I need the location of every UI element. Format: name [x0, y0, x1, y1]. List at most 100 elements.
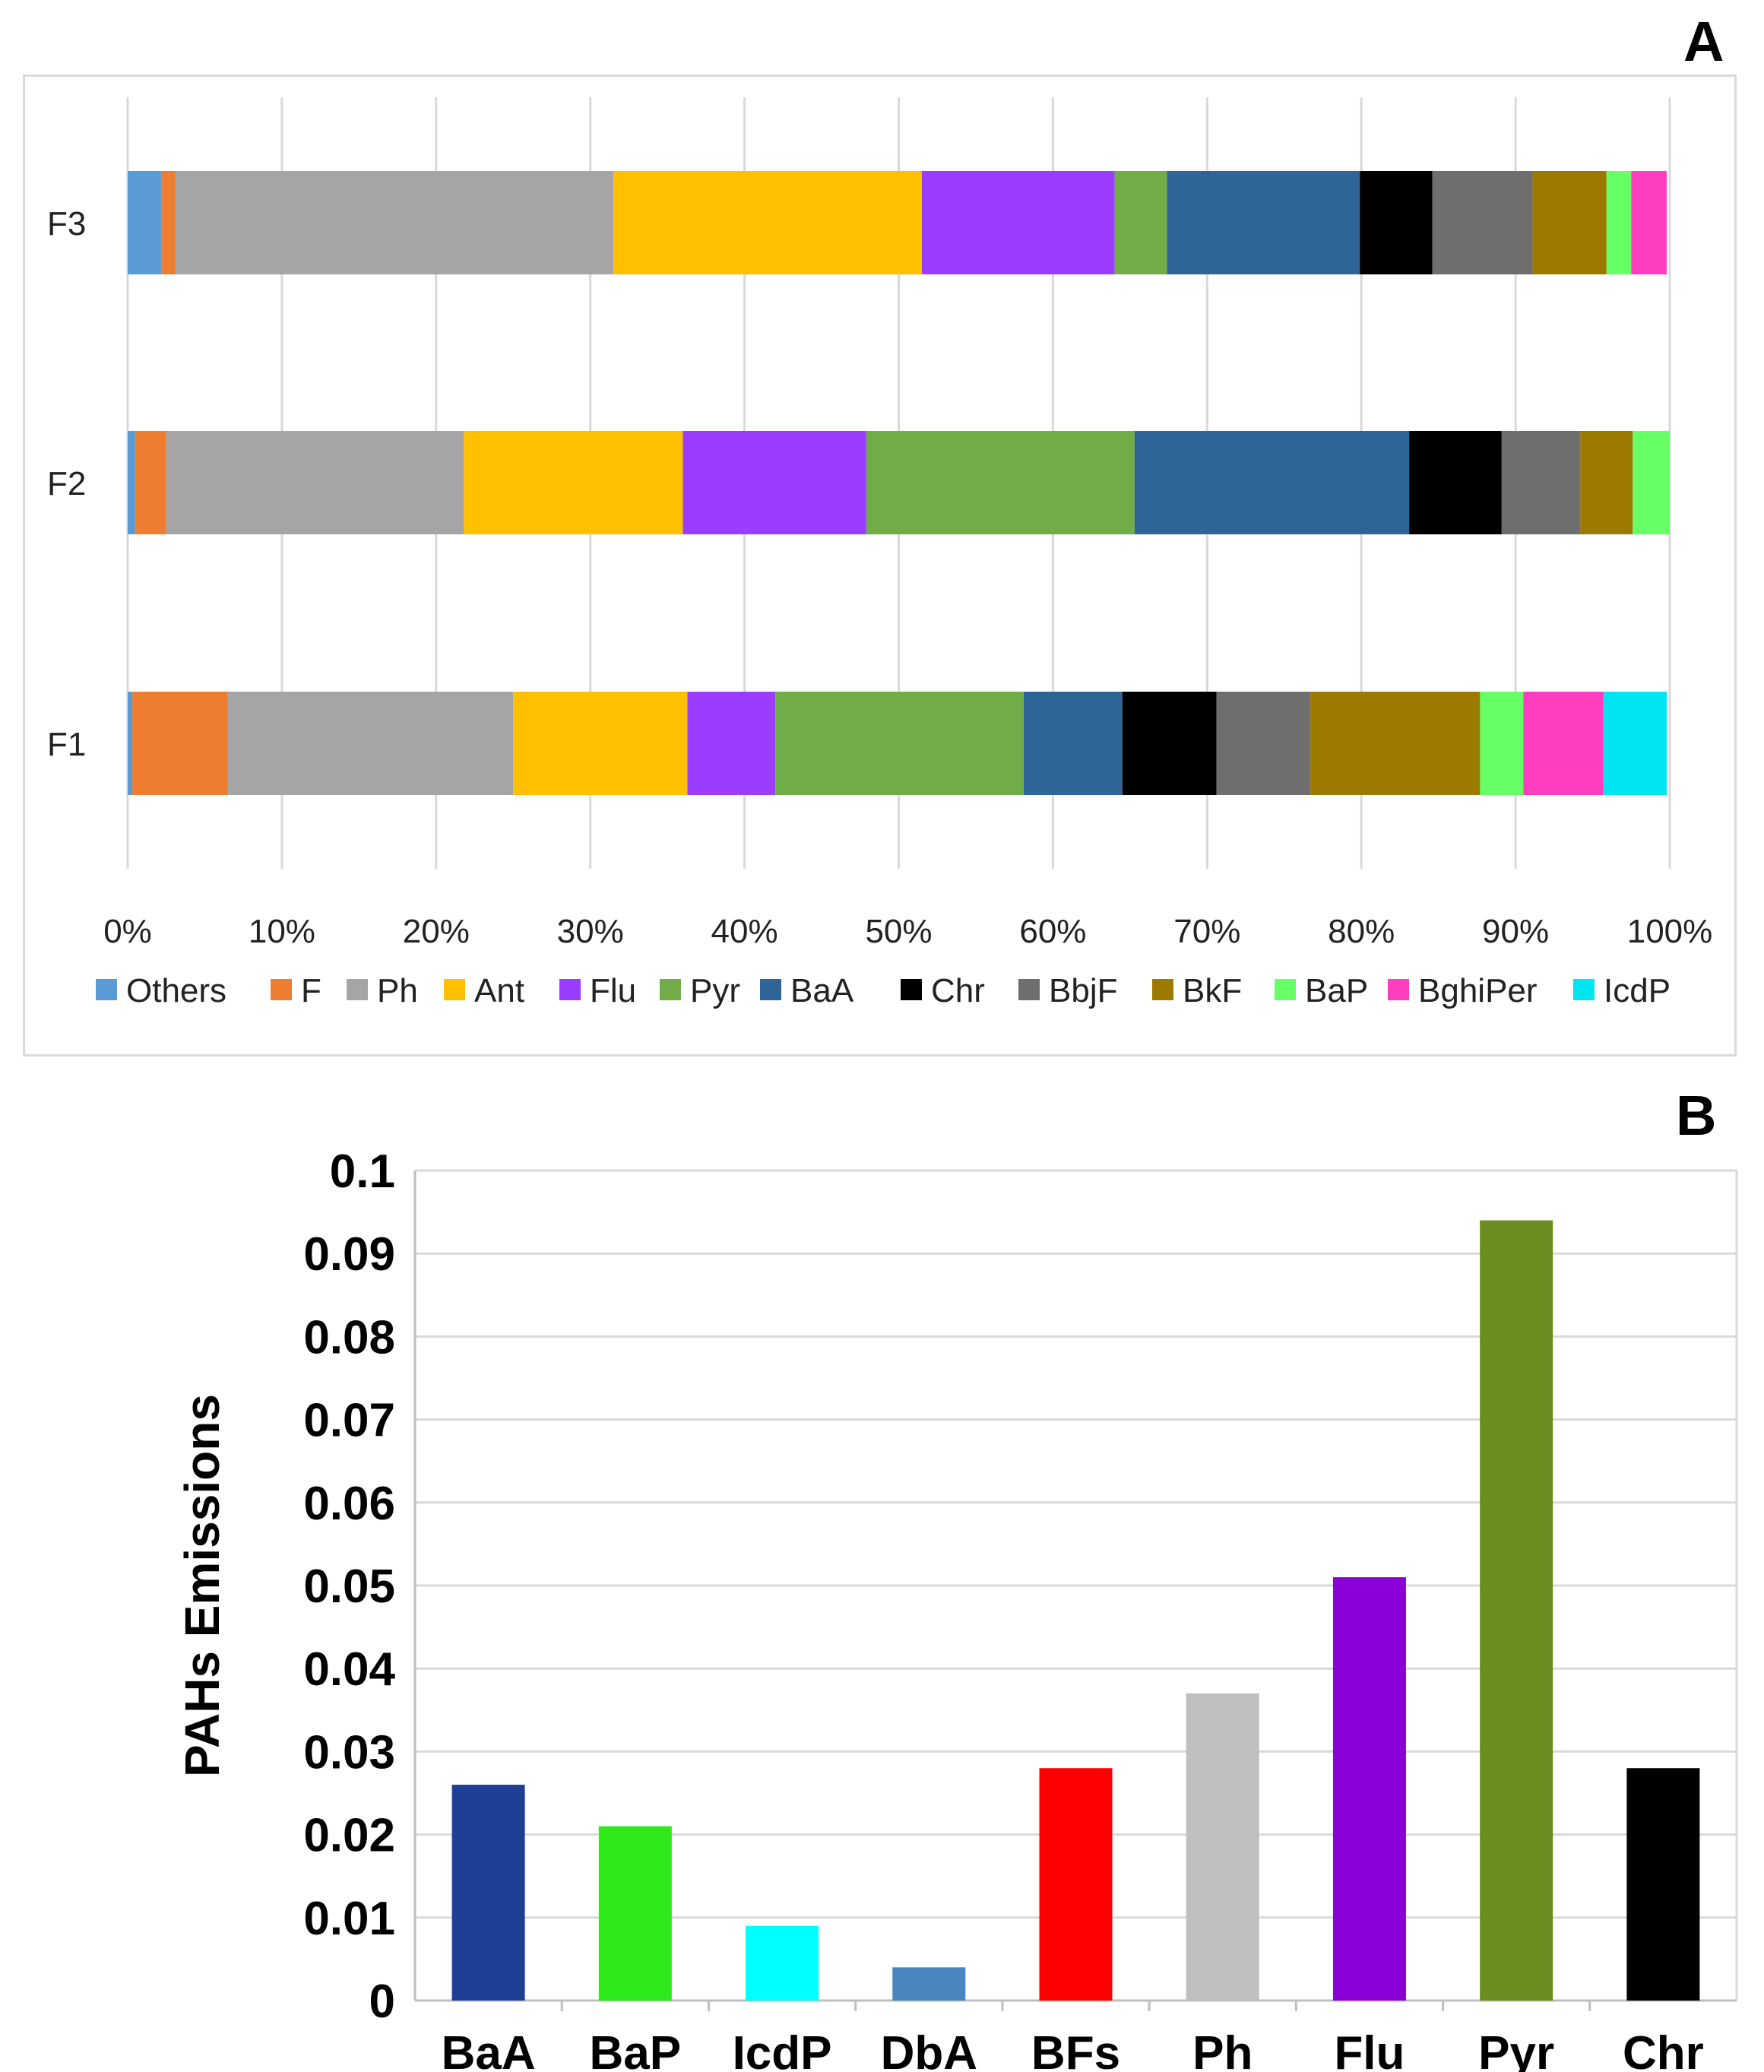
- legend-label: Ph: [377, 972, 418, 1009]
- legend-label: BbjF: [1049, 972, 1117, 1009]
- legend-swatch: [901, 979, 922, 1000]
- legend-label: BaA: [790, 972, 854, 1009]
- bar-bfs: [1039, 1768, 1113, 2001]
- category-label: F1: [47, 726, 86, 763]
- bar-segment-f: [132, 692, 228, 795]
- bar-segment-pyr: [775, 692, 1024, 795]
- bar-segment-bap: [1606, 171, 1632, 274]
- y-tick-label: 0.09: [303, 1228, 395, 1281]
- bar-segment-ant: [513, 692, 688, 795]
- bar-segment-baa: [1134, 431, 1410, 534]
- bar-segment-chr: [1360, 171, 1433, 274]
- bar-segment-chr: [1122, 692, 1217, 795]
- y-tick-label: 0.1: [330, 1145, 395, 1198]
- legend-label: Chr: [931, 972, 985, 1009]
- y-tick-label: 0.01: [303, 1893, 395, 1945]
- bar-segment-bkf: [1580, 431, 1633, 534]
- bar-segment-flu: [687, 692, 776, 795]
- bar-segment-bghiper: [1631, 171, 1667, 274]
- bar-segment-f: [161, 171, 176, 274]
- panel-a-label: A: [1683, 10, 1724, 73]
- x-category-label: BFs: [1031, 2027, 1120, 2072]
- bar-segment-bghiper: [1523, 692, 1604, 795]
- bar-segment-bbjf: [1432, 171, 1533, 274]
- legend-label: Ant: [474, 972, 524, 1009]
- category-label: F3: [47, 205, 86, 242]
- bar-segment-pyr: [866, 431, 1135, 534]
- legend-swatch: [1388, 979, 1409, 1000]
- x-category-label: Chr: [1623, 2027, 1704, 2072]
- x-category-label: BaP: [590, 2027, 682, 2072]
- x-tick-label: 20%: [403, 913, 470, 950]
- x-tick-label: 60%: [1019, 913, 1086, 950]
- x-category-label: Ph: [1192, 2027, 1253, 2072]
- y-axis-title: PAHs Emissions: [175, 1394, 230, 1777]
- x-category-label: IcdP: [733, 2027, 832, 2072]
- legend-swatch: [1275, 979, 1296, 1000]
- bar-segment-bbjf: [1501, 431, 1581, 534]
- bar-segment-ph: [166, 431, 464, 534]
- legend-swatch: [660, 979, 681, 1000]
- y-tick-label: 0.05: [303, 1560, 395, 1613]
- legend-label: F: [301, 972, 321, 1009]
- bar-segment-flu: [682, 431, 866, 534]
- bar-dba: [892, 1967, 966, 2001]
- legend-label: BaP: [1305, 972, 1368, 1009]
- bar-ph: [1186, 1693, 1259, 2001]
- x-category-label: Flu: [1334, 2027, 1405, 2072]
- legend-swatch: [1018, 979, 1040, 1000]
- legend-swatch: [347, 979, 368, 1000]
- x-tick-label: 0%: [103, 913, 152, 950]
- x-tick-label: 90%: [1482, 913, 1549, 950]
- panel-a-frame: [23, 74, 1737, 1057]
- x-tick-label: 80%: [1328, 913, 1395, 950]
- bar-baa: [451, 1785, 525, 2001]
- bar-segment-others: [128, 171, 162, 274]
- bar-segment-icdp: [1603, 692, 1667, 795]
- legend-label: Flu: [590, 972, 636, 1009]
- x-tick-label: 40%: [711, 913, 778, 950]
- category-label: F2: [47, 465, 86, 502]
- x-tick-label: 100%: [1627, 913, 1713, 950]
- y-tick-label: 0.04: [303, 1643, 395, 1696]
- bar-segment-bbjf: [1216, 692, 1311, 795]
- bar-segment-bap: [1480, 692, 1524, 795]
- x-tick-label: 30%: [557, 913, 624, 950]
- panel-b-label: B: [1676, 1084, 1717, 1147]
- x-category-label: DbA: [881, 2027, 977, 2072]
- bar-segment-ant: [464, 431, 683, 534]
- legend-label: IcdP: [1604, 972, 1671, 1009]
- legend-label: Pyr: [690, 972, 740, 1009]
- legend-swatch: [96, 979, 117, 1000]
- x-tick-label: 50%: [865, 913, 932, 950]
- legend-swatch: [1573, 979, 1595, 1000]
- bar-flu: [1332, 1577, 1406, 2001]
- bar-segment-chr: [1409, 431, 1502, 534]
- y-tick-label: 0.03: [303, 1726, 395, 1779]
- bar-pyr: [1480, 1220, 1553, 2001]
- bar-segment-bap: [1633, 431, 1670, 534]
- bar-segment-baa: [1023, 692, 1123, 795]
- stacked-bar-chart: 0% 10% 20% 30% 40% 50% 60% 70% 80% 90% 100% F1 F2 F3 O…: [47, 97, 1713, 1009]
- bar-segment-baa: [1167, 171, 1360, 274]
- legend-swatch: [1152, 979, 1173, 1000]
- bar-bap: [598, 1826, 672, 2001]
- bar-segment-flu: [921, 171, 1115, 274]
- bar-segment-ph: [175, 171, 614, 274]
- x-category-label: Pyr: [1478, 2027, 1554, 2072]
- x-tick-label: 70%: [1173, 913, 1240, 950]
- legend-swatch: [444, 979, 465, 1000]
- bar-segment-bkf: [1310, 692, 1481, 795]
- legend-swatch: [760, 979, 781, 1000]
- bar-segment-pyr: [1114, 171, 1167, 274]
- bar-chr: [1626, 1768, 1700, 2001]
- bar-segment-others: [128, 431, 136, 534]
- bar-segment-ph: [227, 692, 514, 795]
- legend-label: BkF: [1183, 972, 1242, 1009]
- bar-segment-bkf: [1532, 171, 1607, 274]
- y-tick-label: 0.06: [303, 1478, 395, 1530]
- y-tick-label: 0.08: [303, 1311, 395, 1364]
- y-tick-label: 0.02: [303, 1810, 395, 1862]
- bar-segment-f: [135, 431, 166, 534]
